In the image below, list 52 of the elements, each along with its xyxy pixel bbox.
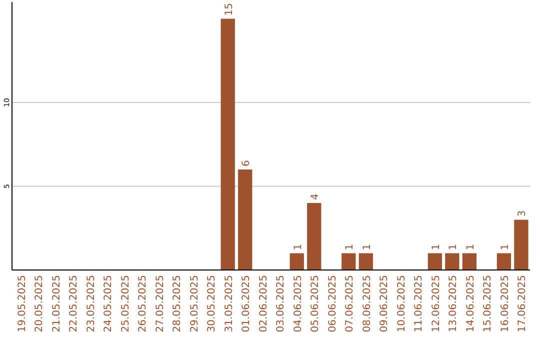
bar: [342, 253, 356, 270]
x-tick-label: 28.05.2025: [172, 275, 184, 332]
x-tick-label: 30.05.2025: [206, 275, 218, 332]
data-label: 6: [241, 160, 252, 166]
x-tick-label: 03.06.2025: [276, 275, 287, 332]
data-label: 1: [344, 244, 356, 250]
x-tick-label: 16.06.2025: [500, 275, 511, 332]
bar: [514, 220, 528, 270]
x-tick-label: 01.06.2025: [241, 275, 252, 332]
bar: [428, 253, 442, 270]
x-tick-label: 09.06.2025: [379, 275, 390, 332]
x-tick-label: 14.06.2025: [465, 275, 476, 332]
data-label: 4: [310, 194, 322, 200]
bar: [496, 253, 512, 270]
bar: [445, 253, 460, 270]
data-label: 1: [292, 244, 304, 250]
x-tick-label: 31.05.2025: [224, 275, 235, 332]
data-label: 1: [500, 244, 511, 250]
x-tick-label: 12.06.2025: [430, 275, 442, 332]
data-label: 1: [430, 244, 442, 250]
x-tick-label: 11.06.2025: [414, 275, 425, 332]
x-tick-label: 22.05.2025: [68, 275, 80, 332]
x-tick-label: 10.06.2025: [396, 275, 408, 332]
x-tick-label: 13.06.2025: [448, 275, 460, 332]
x-tick-label: 20.05.2025: [34, 275, 46, 332]
data-label: 1: [465, 244, 476, 250]
x-tick-label: 21.05.2025: [51, 275, 62, 332]
data-label: 3: [517, 210, 528, 217]
data-label: 1: [362, 244, 373, 250]
x-tick-label: 17.06.2025: [517, 275, 528, 332]
x-tick-label: 02.06.2025: [258, 275, 270, 332]
x-tick-label: 15.06.2025: [482, 275, 494, 332]
bar: [462, 253, 477, 270]
x-tick-label: 25.05.2025: [120, 275, 132, 332]
x-tick-label: 26.05.2025: [138, 275, 149, 332]
data-label: 15: [224, 3, 235, 16]
x-tick-label: 23.05.2025: [86, 275, 97, 332]
x-tick-label: 06.06.2025: [327, 275, 338, 332]
bar: [290, 253, 304, 270]
data-label: 1: [448, 244, 460, 250]
x-tick-label: 05.06.2025: [310, 275, 322, 332]
x-tick-label: 24.05.2025: [103, 275, 114, 332]
x-tick-label: 19.05.2025: [16, 275, 28, 332]
bar: [220, 18, 235, 270]
bar: [307, 203, 322, 270]
bar: [358, 253, 373, 270]
bar: [238, 170, 252, 270]
x-tick-label: 04.06.2025: [292, 275, 304, 332]
x-tick-label: 07.06.2025: [344, 275, 356, 332]
x-tick-label: 27.05.2025: [154, 275, 166, 332]
x-tick-label: 29.05.2025: [189, 275, 200, 332]
x-tick-label: 08.06.2025: [362, 275, 373, 332]
